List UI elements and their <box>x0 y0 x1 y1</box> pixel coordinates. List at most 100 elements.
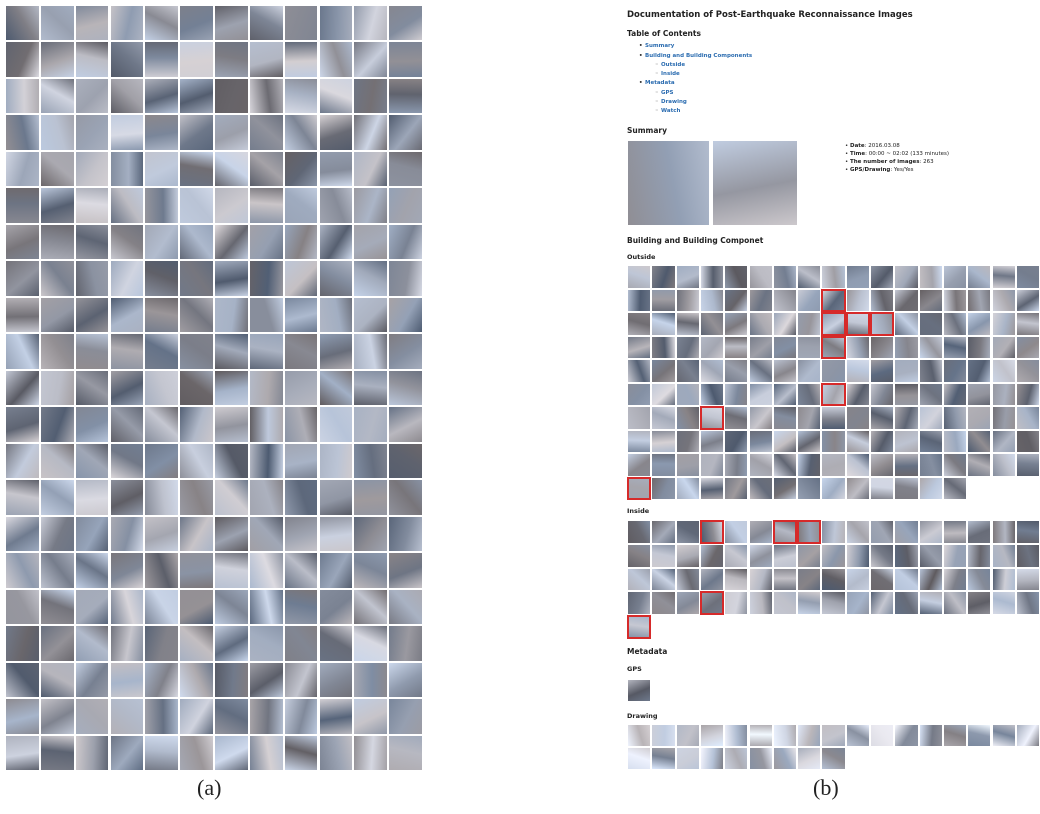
thumbnail <box>5 77 40 115</box>
toc-link[interactable]: Inside <box>661 71 680 77</box>
thumbnail <box>627 288 652 312</box>
subsection-heading: Outside <box>627 253 656 261</box>
thumbnail <box>74 260 110 297</box>
thumbnail <box>967 520 992 544</box>
thumbnail <box>675 429 700 453</box>
thumbnail <box>1015 335 1040 359</box>
thumbnail <box>318 187 354 224</box>
thumbnail <box>5 588 40 626</box>
thumbnail <box>388 698 423 735</box>
thumbnail <box>967 359 992 383</box>
thumbnail <box>821 747 846 770</box>
thumbnail <box>821 520 846 544</box>
thumbnail <box>283 333 319 370</box>
thumbnail <box>353 552 389 589</box>
thumbnail <box>283 552 319 589</box>
thumbnail <box>821 724 846 747</box>
thumbnail <box>109 661 145 699</box>
thumbnail <box>214 552 249 589</box>
thumbnail <box>967 591 992 616</box>
thumbnail <box>248 588 284 626</box>
thumbnail <box>353 442 389 480</box>
section-heading: Summary <box>627 126 668 135</box>
thumbnail <box>821 591 846 616</box>
thumbnail <box>1015 591 1040 616</box>
thumbnail <box>353 515 389 553</box>
thumbnail <box>845 265 870 289</box>
thumbnail <box>748 543 773 568</box>
thumbnail <box>772 747 798 770</box>
thumbnail <box>5 369 40 407</box>
toc-link[interactable]: Drawing <box>661 98 687 105</box>
toc-link[interactable]: Watch <box>661 107 681 114</box>
thumbnail <box>5 698 40 735</box>
thumbnail <box>651 747 676 770</box>
thumbnail <box>894 591 919 616</box>
thumbnail <box>870 591 895 616</box>
thumbnail <box>179 734 214 771</box>
thumbnail <box>318 698 354 735</box>
thumbnail <box>248 515 284 553</box>
thumbnail <box>353 223 389 261</box>
thumbnail <box>283 5 319 42</box>
thumbnail <box>283 260 319 297</box>
thumbnail <box>724 382 749 406</box>
thumbnail <box>967 429 992 453</box>
thumbnail <box>772 591 798 616</box>
thumbnail <box>651 543 676 568</box>
thumbnail <box>748 335 773 359</box>
thumbnail <box>144 41 180 78</box>
thumbnail <box>388 369 423 407</box>
toc-bullet: ◦ <box>655 89 659 96</box>
toc-link[interactable]: Metadata <box>645 80 675 86</box>
thumbnail <box>797 312 822 336</box>
thumbnail <box>724 520 749 544</box>
thumbnail <box>991 406 1016 430</box>
thumbnail <box>5 515 40 553</box>
toc-link[interactable]: Summary <box>645 43 675 49</box>
thumbnail <box>821 288 846 312</box>
thumbnail <box>144 369 180 407</box>
thumbnail <box>627 520 652 544</box>
thumbnail <box>388 41 423 78</box>
toc-link[interactable]: GPS <box>661 89 674 96</box>
thumbnail <box>109 150 145 188</box>
thumbnail <box>675 265 700 289</box>
thumbnail <box>74 5 110 42</box>
thumbnail <box>627 312 652 336</box>
thumbnail <box>248 625 284 662</box>
fact-label: Date <box>850 143 865 149</box>
thumbnail <box>870 312 895 336</box>
thumbnail <box>318 406 354 443</box>
thumbnail <box>283 187 319 224</box>
thumbnail <box>918 724 943 747</box>
thumbnail <box>627 476 652 500</box>
thumbnail <box>942 543 968 568</box>
thumbnail <box>39 479 75 516</box>
thumbnail <box>179 661 214 699</box>
thumbnail <box>942 591 968 616</box>
thumbnail <box>991 724 1016 747</box>
thumbnail <box>109 406 145 443</box>
thumbnail <box>797 747 822 770</box>
thumbnail <box>353 187 389 224</box>
thumbnail <box>748 476 773 500</box>
toc-link[interactable]: Building and Building Components <box>645 52 753 59</box>
thumbnail <box>845 382 870 406</box>
thumbnail <box>1015 520 1040 544</box>
thumbnail <box>627 359 652 383</box>
thumbnail <box>5 661 40 699</box>
thumbnail <box>772 312 798 336</box>
thumbnail <box>712 140 798 226</box>
thumbnail <box>918 382 943 406</box>
thumbnail <box>675 543 700 568</box>
thumbnail <box>74 552 110 589</box>
thumbnail <box>797 543 822 568</box>
thumbnail <box>74 406 110 443</box>
thumbnail <box>845 543 870 568</box>
thumbnail <box>651 429 676 453</box>
thumbnail <box>870 335 895 359</box>
toc-link[interactable]: Outside <box>661 62 686 68</box>
fact-value: : 2016.03.08 <box>864 143 900 149</box>
thumbnail <box>39 552 75 589</box>
